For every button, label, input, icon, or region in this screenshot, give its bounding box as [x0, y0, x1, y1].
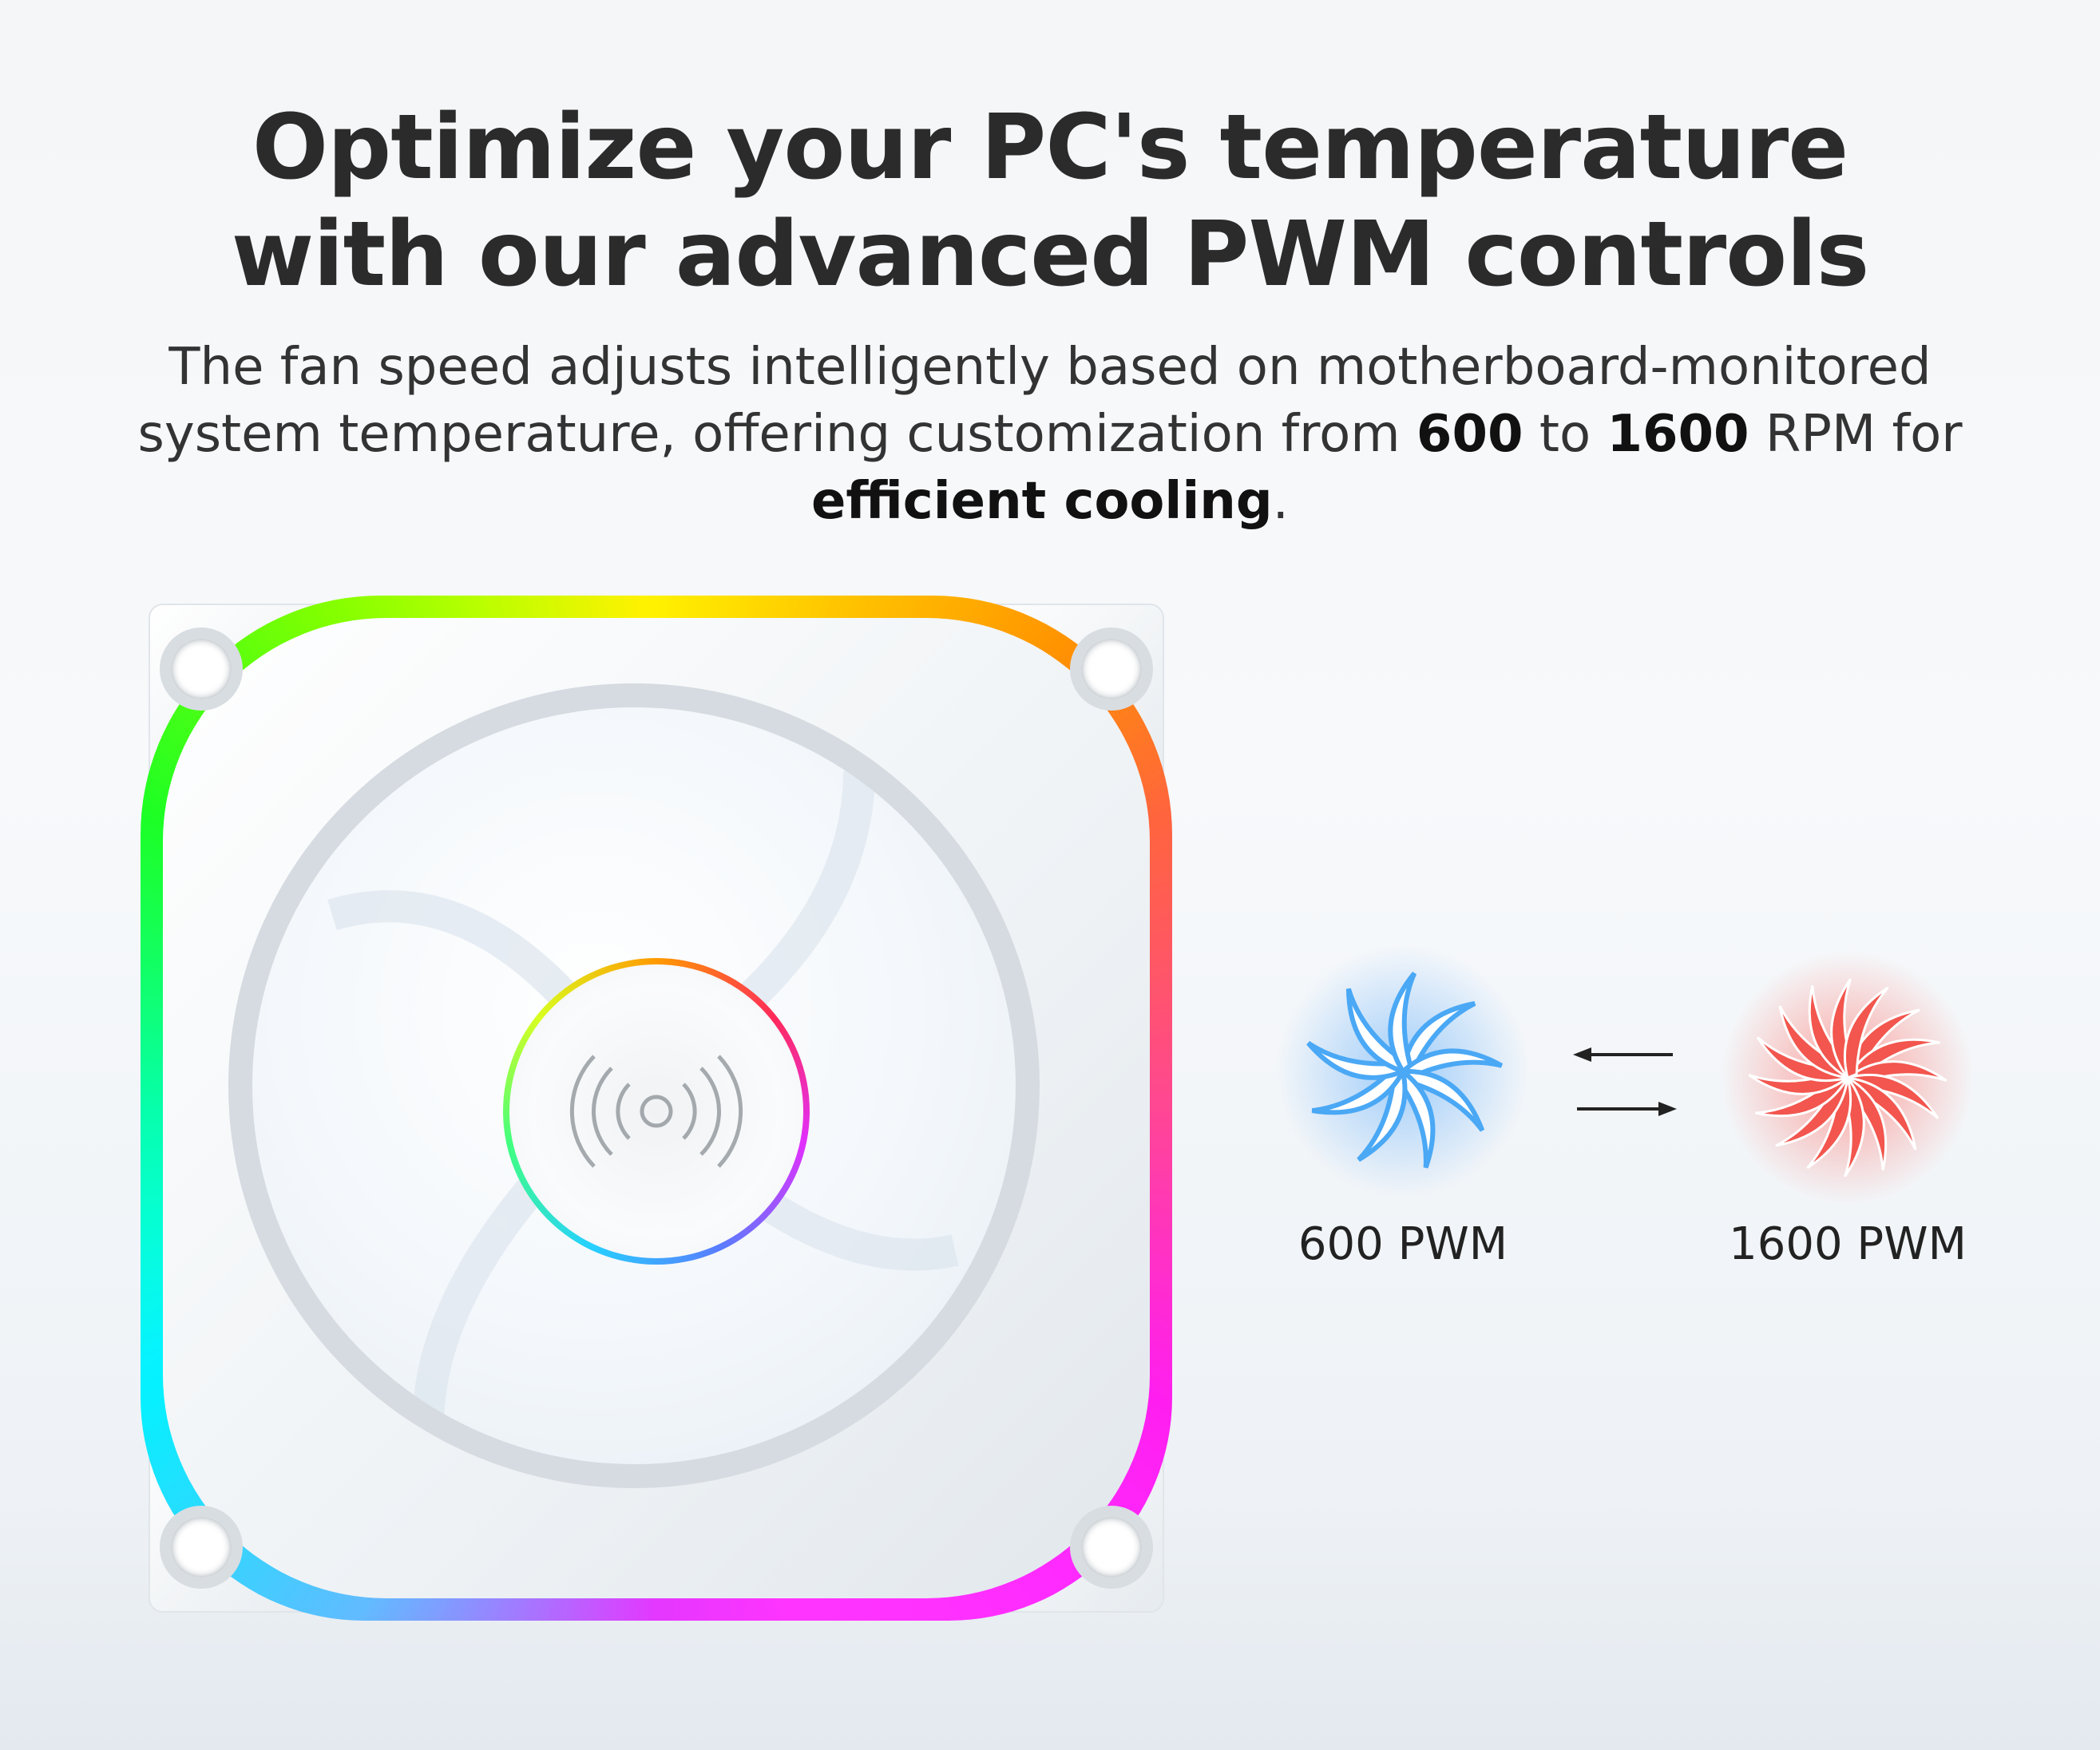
fan-blade — [1388, 972, 1417, 1075]
low-speed-fan-icon — [1306, 972, 1504, 1169]
max-rpm: 1600 — [1607, 405, 1749, 464]
screw-hole-icon — [1070, 1506, 1153, 1589]
fan-blade — [1844, 986, 1889, 1080]
screw-hole-icon — [160, 1506, 243, 1589]
emphasis: efficient cooling — [811, 472, 1273, 531]
screw-hole-icon — [1070, 628, 1153, 711]
high-speed-label: 1600 PWM — [1729, 1218, 1967, 1270]
low-speed-label: 600 PWM — [1298, 1218, 1508, 1270]
swap-arrows-icon — [1573, 1047, 1677, 1116]
fan-blade — [1306, 1041, 1407, 1080]
description: The fan speed adjusts intelligently base… — [137, 338, 1963, 531]
fan-blade — [1357, 1067, 1408, 1162]
headline-line-1: Optimize your PC's temperature — [252, 96, 1848, 200]
min-rpm: 600 — [1416, 405, 1523, 464]
headline-line-2: with our advanced PWM controls — [231, 203, 1870, 307]
fan-product-image — [141, 596, 1172, 1621]
fan-hub — [509, 964, 803, 1258]
fan-blade — [1400, 1001, 1476, 1074]
headline: Optimize your PC's temperature with our … — [0, 94, 2100, 308]
fan-blade — [1399, 1048, 1504, 1081]
fan-blade — [1400, 1068, 1485, 1132]
screw-hole-icon — [160, 628, 243, 711]
high-speed-fan-icon — [1748, 978, 1947, 1178]
